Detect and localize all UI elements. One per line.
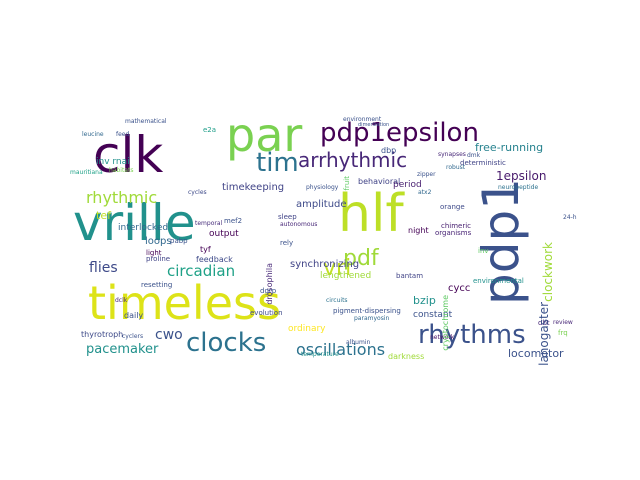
cloud-word: loops [145,236,172,247]
cloud-word: leucine [82,131,104,138]
cloud-word: tef [96,209,111,222]
cloud-word: timekeeping [222,182,285,193]
cloud-word: atx2 [418,189,432,196]
cloud-word: pdp1epsilon [320,118,479,148]
cloud-word: chimeric [441,222,472,230]
cloud-word: mef2 [224,217,243,225]
cloud-word: zipper [417,171,436,178]
cloud-word: clockwork [541,242,555,302]
cloud-word: pdf [343,246,379,271]
cloud-word: locomotor [508,347,564,360]
cloud-word: tyf [200,245,211,254]
cloud-word: bantam [396,272,424,280]
cloud-word: vri [323,256,352,281]
cloud-word: period [393,180,422,190]
cloud-word: darkness [388,352,425,361]
word-cloud: vrille hlf timeless par clk pdp1 pdp1epsilon ti… [68,110,580,366]
cloud-word: e2a [203,126,217,134]
cloud-word: mathematical [125,118,167,125]
cloud-word: synchronizing [290,259,360,270]
cloud-word: interlocked [118,223,169,233]
cloud-word: behavioral [358,177,401,186]
cloud-word: night [408,226,429,235]
cloud-word: deterministic [460,159,506,167]
cloud-word: timeless [88,276,281,330]
cloud-word: temporal [195,220,223,227]
cloud-word: feed [116,131,130,138]
cloud-word: hlf [338,184,404,244]
cloud-word: clk [93,126,164,184]
cloud-word: feedback [196,255,233,264]
cloud-word: albumin [346,339,371,346]
cloud-word: dmk [467,152,481,159]
cloud-word: mauritiana [70,169,103,176]
cloud-word: habitats [109,167,134,174]
cloud-word: inv rnai [96,157,130,167]
cloud-word: arrhythmic [298,148,408,172]
cloud-word: tim [256,148,299,178]
cloud-word: pabp [170,237,188,245]
cloud-word: rhythms [418,320,526,350]
cloud-word: dimerization [358,122,390,128]
cloud-word: circadian [167,262,236,280]
cloud-word: dgrp [260,287,277,295]
cloud-word: clocks [186,328,267,358]
cloud-word: constant [413,310,453,320]
cloud-word: environment [343,116,382,123]
cloud-word: cyclers [122,333,144,340]
cloud-word: cwo [155,327,183,343]
cloud-word: oscillations [296,340,386,359]
cloud-word: evolution [250,309,283,317]
cloud-word: rhythmic [86,188,158,207]
cloud-word: resetting [141,281,173,289]
cloud-word: pacemaker [86,342,159,357]
cloud-word: dclk [115,297,128,304]
cloud-word: pdp1 [472,178,530,306]
cloud-word: orange [440,203,465,211]
cloud-word: daily [124,311,144,320]
cloud-word: review [553,319,573,326]
cloud-word: free-running [475,141,544,154]
cloud-word: output [209,229,239,239]
cloud-word: neuropeptide [498,184,539,191]
cloud-word: cycc [448,283,471,294]
cloud-word: cycles [188,189,207,196]
cloud-word: circuits [326,297,348,304]
cloud-word: pigment-dispersing [333,307,401,315]
cloud-word: sleep [278,213,297,221]
cloud-word: vrille [73,194,196,252]
cloud-word: paramyosin [354,315,390,322]
cloud-word: dbt [538,319,550,327]
cloud-word: physiology [306,184,339,191]
cloud-word: inv [478,247,489,255]
cloud-word: robust [446,164,466,171]
cloud-word: lengthened [320,271,372,281]
cloud-word: ordinary [288,324,326,334]
cloud-word: 24-h [563,214,577,221]
cloud-word: bzip [413,294,436,307]
cloud-word: proline [146,255,171,263]
cloud-word: environmental [473,277,524,285]
cloud-word: drosophila [265,263,274,305]
cloud-word: 1epsilon [496,169,547,183]
cloud-word: flies [89,260,118,276]
cloud-word: temperature [301,351,339,358]
cloud-word: frq [558,329,568,337]
cloud-word: synapses [438,151,466,158]
cloud-word: amplitude [296,199,347,210]
cloud-word: rely [280,239,294,247]
cloud-word: fruit [343,176,351,191]
cloud-word: organisms [435,229,472,237]
cloud-word: dbp [381,146,397,155]
cloud-word: network [430,334,455,341]
cloud-word: par [226,110,303,162]
cloud-word: thyrotroph [81,330,124,339]
cloud-word: autonomous [280,221,318,228]
cloud-word: cryptochrome [441,295,450,351]
cloud-word: light [146,249,162,257]
